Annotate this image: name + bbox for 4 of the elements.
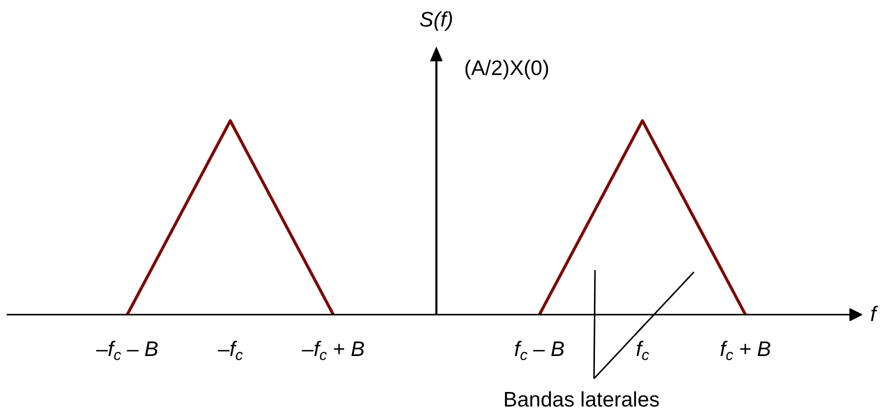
x-axis-title: f <box>870 303 878 326</box>
y-axis-title: S(f) <box>419 8 454 32</box>
text: (A/2)X(0) <box>464 56 550 80</box>
text: Bandas laterales <box>503 388 660 412</box>
